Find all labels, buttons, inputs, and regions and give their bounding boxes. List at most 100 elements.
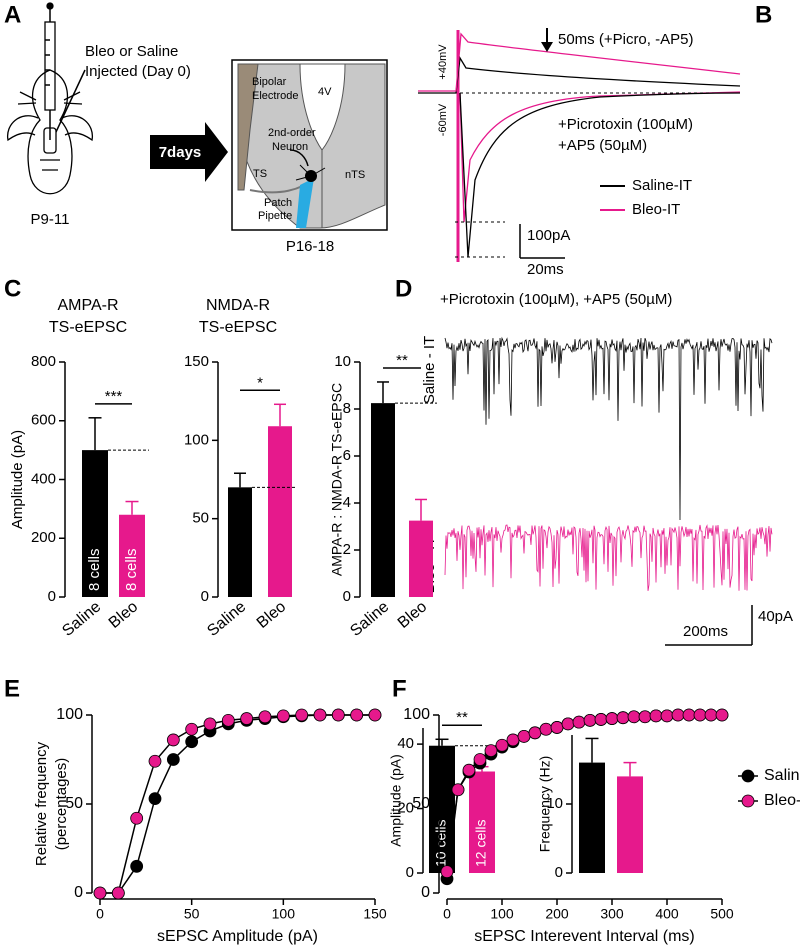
significance: ** xyxy=(396,352,408,369)
drug-label: +Picrotoxin (100µM) xyxy=(558,116,693,133)
y-tick-label: 50 xyxy=(412,795,430,812)
y-tick-label: 150 xyxy=(184,353,209,370)
x-tick-label: 100 xyxy=(272,906,296,922)
y-tick-label: 50 xyxy=(192,510,209,527)
y-tick-label: 8 xyxy=(343,400,351,417)
x-axis-label: sEPSC Amplitude (pA) xyxy=(157,928,318,945)
rat-illustration xyxy=(7,2,93,195)
data-point xyxy=(331,708,345,722)
y-tick-label: 100 xyxy=(184,431,209,448)
legend-label: Saline-IT xyxy=(632,177,692,194)
bar xyxy=(617,776,643,873)
significance: *** xyxy=(105,388,123,405)
voltage-label: -60mV xyxy=(437,103,449,136)
y-tick-label: 100 xyxy=(403,706,430,723)
data-point xyxy=(295,708,309,722)
panel-label: E xyxy=(4,675,20,702)
x-tick-label: 0 xyxy=(443,906,451,922)
y-tick-label: 2 xyxy=(343,541,351,558)
arrow-label: 7days xyxy=(159,144,202,161)
arrow xyxy=(150,122,228,182)
spontaneous-trace xyxy=(444,336,773,521)
age-label: P16-18 xyxy=(286,238,334,255)
x-tick-label: 100 xyxy=(490,906,514,922)
y-tick-label: 0 xyxy=(48,588,56,605)
data-point xyxy=(506,733,520,747)
data-point xyxy=(561,717,575,731)
data-point xyxy=(166,733,180,747)
chart-subtitle: TS-eEPSC xyxy=(199,319,277,336)
x-tick-label: 0 xyxy=(96,906,104,922)
injection-label: Bleo or Saline xyxy=(85,43,178,60)
bar xyxy=(228,487,252,597)
brain-slice xyxy=(231,59,388,231)
x-tick-label: 400 xyxy=(655,906,679,922)
data-point xyxy=(605,712,619,725)
cell-label: 8 cells xyxy=(123,548,140,591)
data-point xyxy=(693,708,707,722)
y-tick-label: 0 xyxy=(201,588,209,605)
x-tick-label: Bleo xyxy=(395,598,431,632)
y-axis-label: Relative frequency xyxy=(33,741,50,866)
y-tick-label: 800 xyxy=(31,353,56,370)
legend-label: Bleo-IT xyxy=(764,792,800,809)
legend-label: Bleo-IT xyxy=(632,201,680,218)
significance: ** xyxy=(456,709,468,726)
data-point xyxy=(258,710,272,724)
y-tick-label: 10 xyxy=(546,795,563,812)
legend-label: Saline-IT xyxy=(764,767,800,784)
bar xyxy=(371,403,395,597)
y-tick-label: 50 xyxy=(65,795,83,812)
x-tick-label: 500 xyxy=(710,906,734,922)
significance: * xyxy=(257,374,263,391)
data-point xyxy=(583,713,597,727)
voltage-label: +40mV xyxy=(437,44,449,80)
data-point xyxy=(111,886,125,900)
data-point xyxy=(682,708,696,722)
data-point xyxy=(495,738,509,752)
x-tick-label: 50 xyxy=(184,906,200,922)
data-point xyxy=(313,708,327,722)
data-point xyxy=(148,792,162,806)
data-point xyxy=(649,709,663,723)
data-point xyxy=(350,708,364,722)
y-tick-label: 400 xyxy=(31,470,56,487)
data-point xyxy=(185,722,199,736)
data-point xyxy=(93,886,107,900)
data-point xyxy=(185,735,199,749)
evoked-traces xyxy=(418,28,741,262)
ts-label: TS xyxy=(253,168,267,180)
y-tick-label: 20 xyxy=(397,800,414,817)
data-point xyxy=(704,708,718,722)
trace-label: Saline - IT xyxy=(421,336,438,404)
cell-label: 10 cells xyxy=(433,820,449,867)
cell-label: 8 cells xyxy=(86,548,103,591)
y-tick-label: 0 xyxy=(421,884,430,901)
data-point xyxy=(528,726,542,740)
y-tick-label: 0 xyxy=(555,864,563,881)
data-point xyxy=(130,859,144,873)
bar xyxy=(469,771,495,873)
data-point xyxy=(715,708,729,722)
nts-label: nTS xyxy=(345,169,365,181)
y-axis-label: AMPA-R : NMDA-R TS-eEPSC xyxy=(329,383,345,576)
neuron-label: 2nd-order xyxy=(268,127,316,139)
x-tick-label: 200 xyxy=(545,906,569,922)
x-tick-label: 150 xyxy=(363,906,387,922)
ventricle-label: 4V xyxy=(318,86,332,98)
chart-title: AMPA-R xyxy=(57,297,118,314)
data-point xyxy=(572,715,586,729)
data-point xyxy=(627,710,641,724)
electrode-label: Electrode xyxy=(252,90,298,102)
spontaneous-trace xyxy=(444,524,773,591)
panel-label: C xyxy=(4,275,21,302)
data-point xyxy=(440,865,454,879)
drug-label: +AP5 (50µM) xyxy=(558,137,647,154)
data-point xyxy=(671,708,685,722)
y-axis-label: (percentages) xyxy=(53,758,70,851)
y-tick-label: 4 xyxy=(343,494,351,511)
data-point xyxy=(221,713,235,727)
legend-marker xyxy=(741,794,755,808)
y-tick-label: 6 xyxy=(343,447,351,464)
scale-label: 100pA xyxy=(527,227,570,244)
